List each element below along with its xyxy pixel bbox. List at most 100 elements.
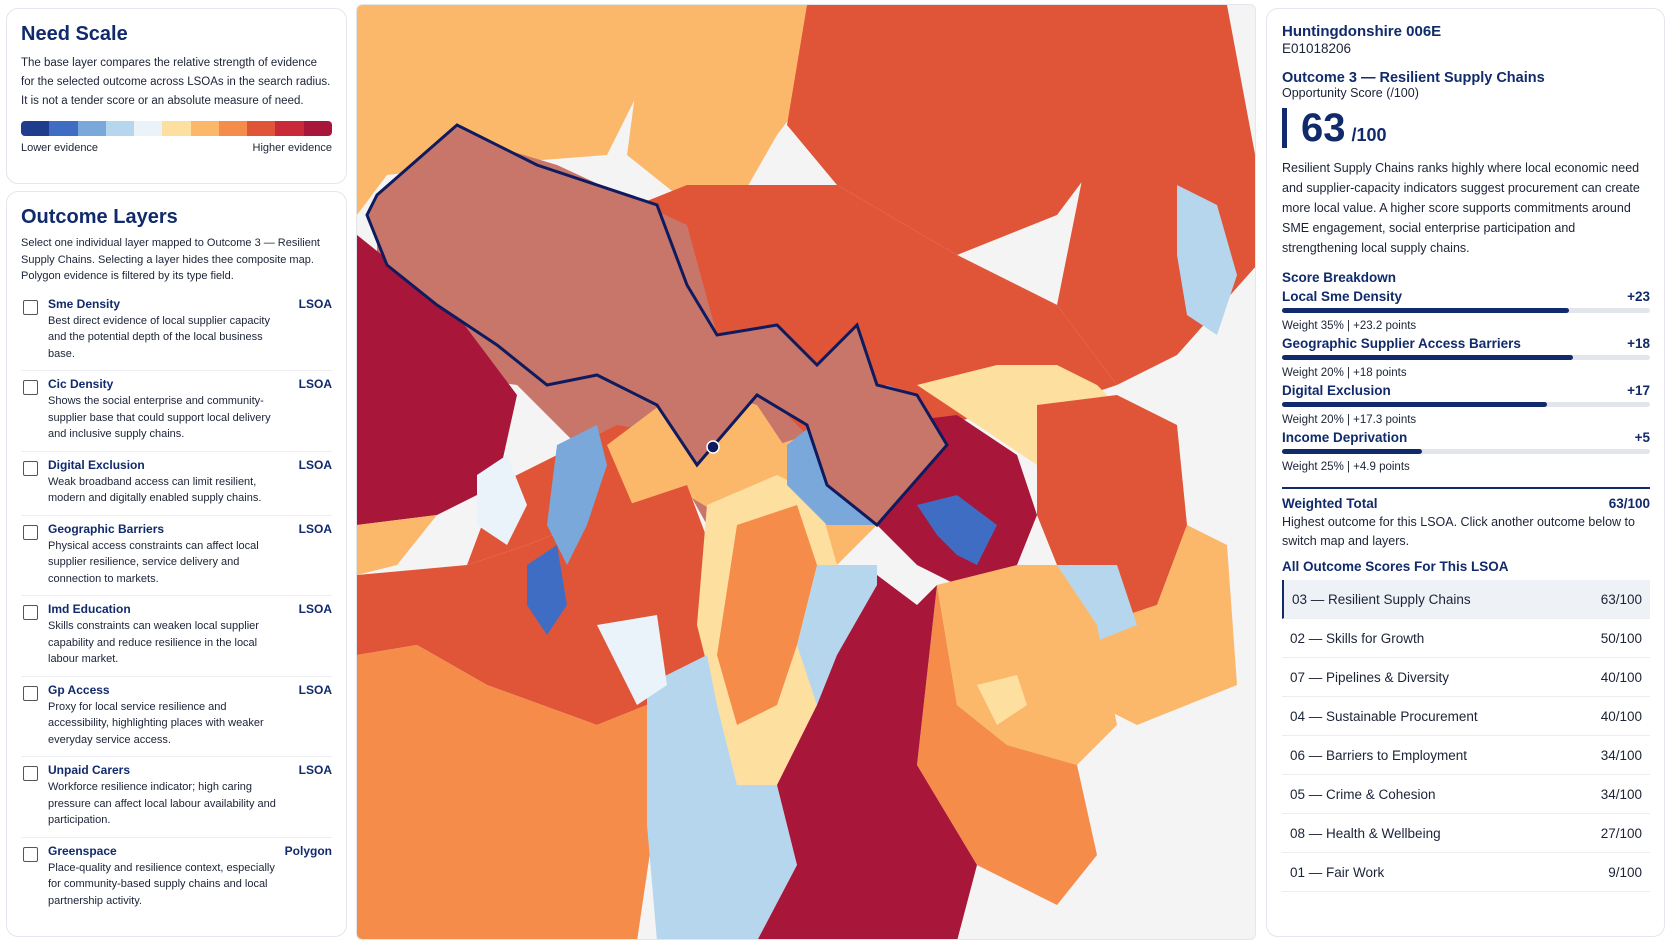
lsoa-polygon[interactable]	[357, 235, 517, 525]
lsoa-polygon[interactable]	[757, 575, 977, 940]
breakdown-bar-fill	[1282, 402, 1547, 407]
lsoa-polygon[interactable]	[787, 5, 1187, 255]
weighted-total: Weighted Total 63/100 Highest outcome for…	[1282, 487, 1650, 551]
outcome-score-label: 05 — Crime & Cohesion	[1290, 786, 1436, 802]
outcome-layers-description: Select one individual layer mapped to Ou…	[21, 237, 320, 282]
breakdown-weight: Weight 20% | +18 points	[1282, 367, 1407, 379]
lsoa-polygon[interactable]	[627, 5, 837, 205]
need-scale-panel: Need Scale The base layer compares the r…	[6, 8, 347, 184]
layer-checkbox[interactable]	[23, 299, 38, 315]
opportunity-score: 63 /100	[1282, 108, 1650, 148]
layer-name: Unpaid Carers	[48, 763, 131, 777]
breakdown-bar	[1282, 355, 1650, 360]
lsoa-polygon[interactable]	[917, 495, 997, 565]
breakdown-name: Digital Exclusion	[1282, 383, 1391, 398]
breakdown-bar-fill	[1282, 355, 1573, 360]
layer-item[interactable]: Digital Exclusion LSOA Weak broadband acce…	[21, 452, 332, 516]
score-breakdown: Local Sme Density +23 Weight 35% | +23.2 p…	[1282, 289, 1650, 473]
total-description: Highest outcome for this LSOA. Click ano…	[1282, 515, 1635, 548]
breakdown-item: Income Deprivation +5 Weight 25% | +4.9 po…	[1282, 430, 1650, 473]
layer-item[interactable]: Geographic Barriers LSOA Physical access c…	[21, 516, 332, 596]
outcome-score-value: 50/100	[1600, 630, 1642, 646]
breakdown-title: Score Breakdown	[1282, 270, 1397, 285]
layer-type: LSOA	[298, 521, 332, 536]
layer-name: Imd Education	[48, 602, 131, 616]
layer-item[interactable]: Greenspace Polygon Place-quality and resil…	[21, 838, 332, 918]
scale-swatch	[105, 121, 135, 136]
layer-checkbox[interactable]	[23, 380, 38, 395]
lsoa-polygon[interactable]	[647, 655, 797, 940]
layer-type: Polygon	[284, 843, 332, 858]
layer-type: LSOA	[298, 377, 332, 391]
lsoa-polygon[interactable]	[597, 615, 667, 705]
outcome-score-value: 40/100	[1600, 708, 1642, 724]
layer-checkbox[interactable]	[23, 846, 38, 862]
selected-lsoa-marker[interactable]	[706, 440, 720, 454]
area-name: Huntingdonshire 006E	[1282, 23, 1442, 40]
outcome-score-row[interactable]: 01 — Fair Work 9/100	[1282, 853, 1650, 892]
scale-swatch	[134, 121, 163, 136]
score-denominator: /100	[1351, 125, 1387, 145]
outcome-score-row[interactable]: 08 — Health & Wellbeing 27/100	[1282, 814, 1650, 853]
breakdown-name: Geographic Supplier Access Barriers	[1282, 336, 1521, 351]
layer-name: Digital Exclusion	[48, 457, 145, 472]
lsoa-polygon[interactable]	[937, 255, 1117, 405]
scale-high-label: Higher evidence	[252, 142, 333, 154]
layer-name: Gp Access	[48, 682, 110, 697]
layer-checkbox[interactable]	[23, 460, 38, 476]
breakdown-item: Local Sme Density +23 Weight 35% | +23.2 p…	[1282, 289, 1650, 332]
lsoa-polygon[interactable]	[547, 425, 607, 565]
layer-item[interactable]: Imd Education LSOA Skills constraints can …	[21, 596, 332, 677]
lsoa-polygon[interactable]	[917, 585, 1097, 905]
score-value: 63	[1301, 106, 1346, 150]
outcome-score-label: 02 — Skills for Growth	[1290, 630, 1425, 646]
lsoa-polygon[interactable]	[1177, 185, 1237, 335]
lsoa-polygon[interactable]	[1097, 525, 1237, 725]
layer-checkbox[interactable]	[23, 605, 38, 620]
outcome-layers-panel: Outcome Layers Select one individual lay…	[6, 191, 347, 937]
layer-description: Physical access constraints can affect l…	[48, 539, 259, 585]
outcome-score-row[interactable]: 02 — Skills for Growth 50/100	[1282, 619, 1650, 658]
outcome-score-row[interactable]: 04 — Sustainable Procurement 40/100	[1282, 697, 1650, 736]
outcome-score-value: 34/100	[1600, 747, 1642, 763]
scale-swatch	[303, 121, 332, 136]
lsoa-polygon[interactable]	[977, 675, 1027, 725]
layer-item[interactable]: Sme Density LSOA Best direct evidence of l…	[21, 291, 332, 371]
layer-item[interactable]: Unpaid Carers LSOA Workforce resilience in…	[21, 757, 332, 838]
layer-item[interactable]: Gp Access LSOA Proxy for local service res…	[21, 677, 332, 757]
layer-description: Workforce resilience indicator; high car…	[48, 781, 276, 826]
lsoa-polygon[interactable]	[1057, 565, 1137, 645]
layer-checkbox[interactable]	[23, 524, 38, 540]
lsoa-polygon[interactable]	[357, 645, 657, 940]
lsoa-polygon[interactable]	[797, 565, 877, 705]
outcome-score-row[interactable]: 06 — Barriers to Employment 34/100	[1282, 736, 1650, 775]
layer-list: Sme Density LSOA Best direct evidence of l…	[21, 291, 332, 918]
layer-type: LSOA	[298, 763, 332, 777]
selected-lsoa-outline[interactable]	[365, 123, 949, 528]
lsoa-polygon[interactable]	[357, 525, 657, 725]
choropleth-map[interactable]	[356, 4, 1256, 940]
outcome-score-row[interactable]: 03 — Resilient Supply Chains 63/100	[1282, 580, 1650, 619]
layer-checkbox[interactable]	[23, 685, 38, 701]
total-label: Weighted Total	[1282, 496, 1378, 511]
map-canvas[interactable]	[357, 5, 1256, 940]
layer-name: Sme Density	[48, 296, 121, 311]
breakdown-name: Income Deprivation	[1282, 430, 1408, 445]
lsoa-polygon[interactable]	[527, 545, 567, 635]
layer-name: Geographic Barriers	[48, 521, 165, 536]
lsoa-polygon[interactable]	[477, 455, 527, 545]
outcome-score-row[interactable]: 07 — Pipelines & Diversity 40/100	[1282, 658, 1650, 697]
outcome-score-value: 27/100	[1600, 825, 1642, 841]
outcome-score-label: 04 — Sustainable Procurement	[1290, 708, 1478, 724]
lsoa-polygon[interactable]	[357, 515, 437, 575]
outcome-score-row[interactable]: 05 — Crime & Cohesion 34/100	[1282, 775, 1650, 814]
layer-checkbox[interactable]	[23, 766, 38, 781]
lsoa-polygon[interactable]	[717, 505, 817, 725]
breakdown-bar	[1282, 308, 1650, 313]
lsoa-polygon[interactable]	[937, 565, 1117, 765]
layer-description: Weak broadband access can limit resilien…	[48, 475, 262, 505]
total-value: 63/100	[1608, 496, 1650, 511]
breakdown-item: Geographic Supplier Access Barriers +18 We…	[1282, 336, 1650, 379]
layer-type: LSOA	[298, 457, 332, 472]
layer-item[interactable]: Cic Density LSOA Shows the social enterpri…	[21, 371, 332, 452]
